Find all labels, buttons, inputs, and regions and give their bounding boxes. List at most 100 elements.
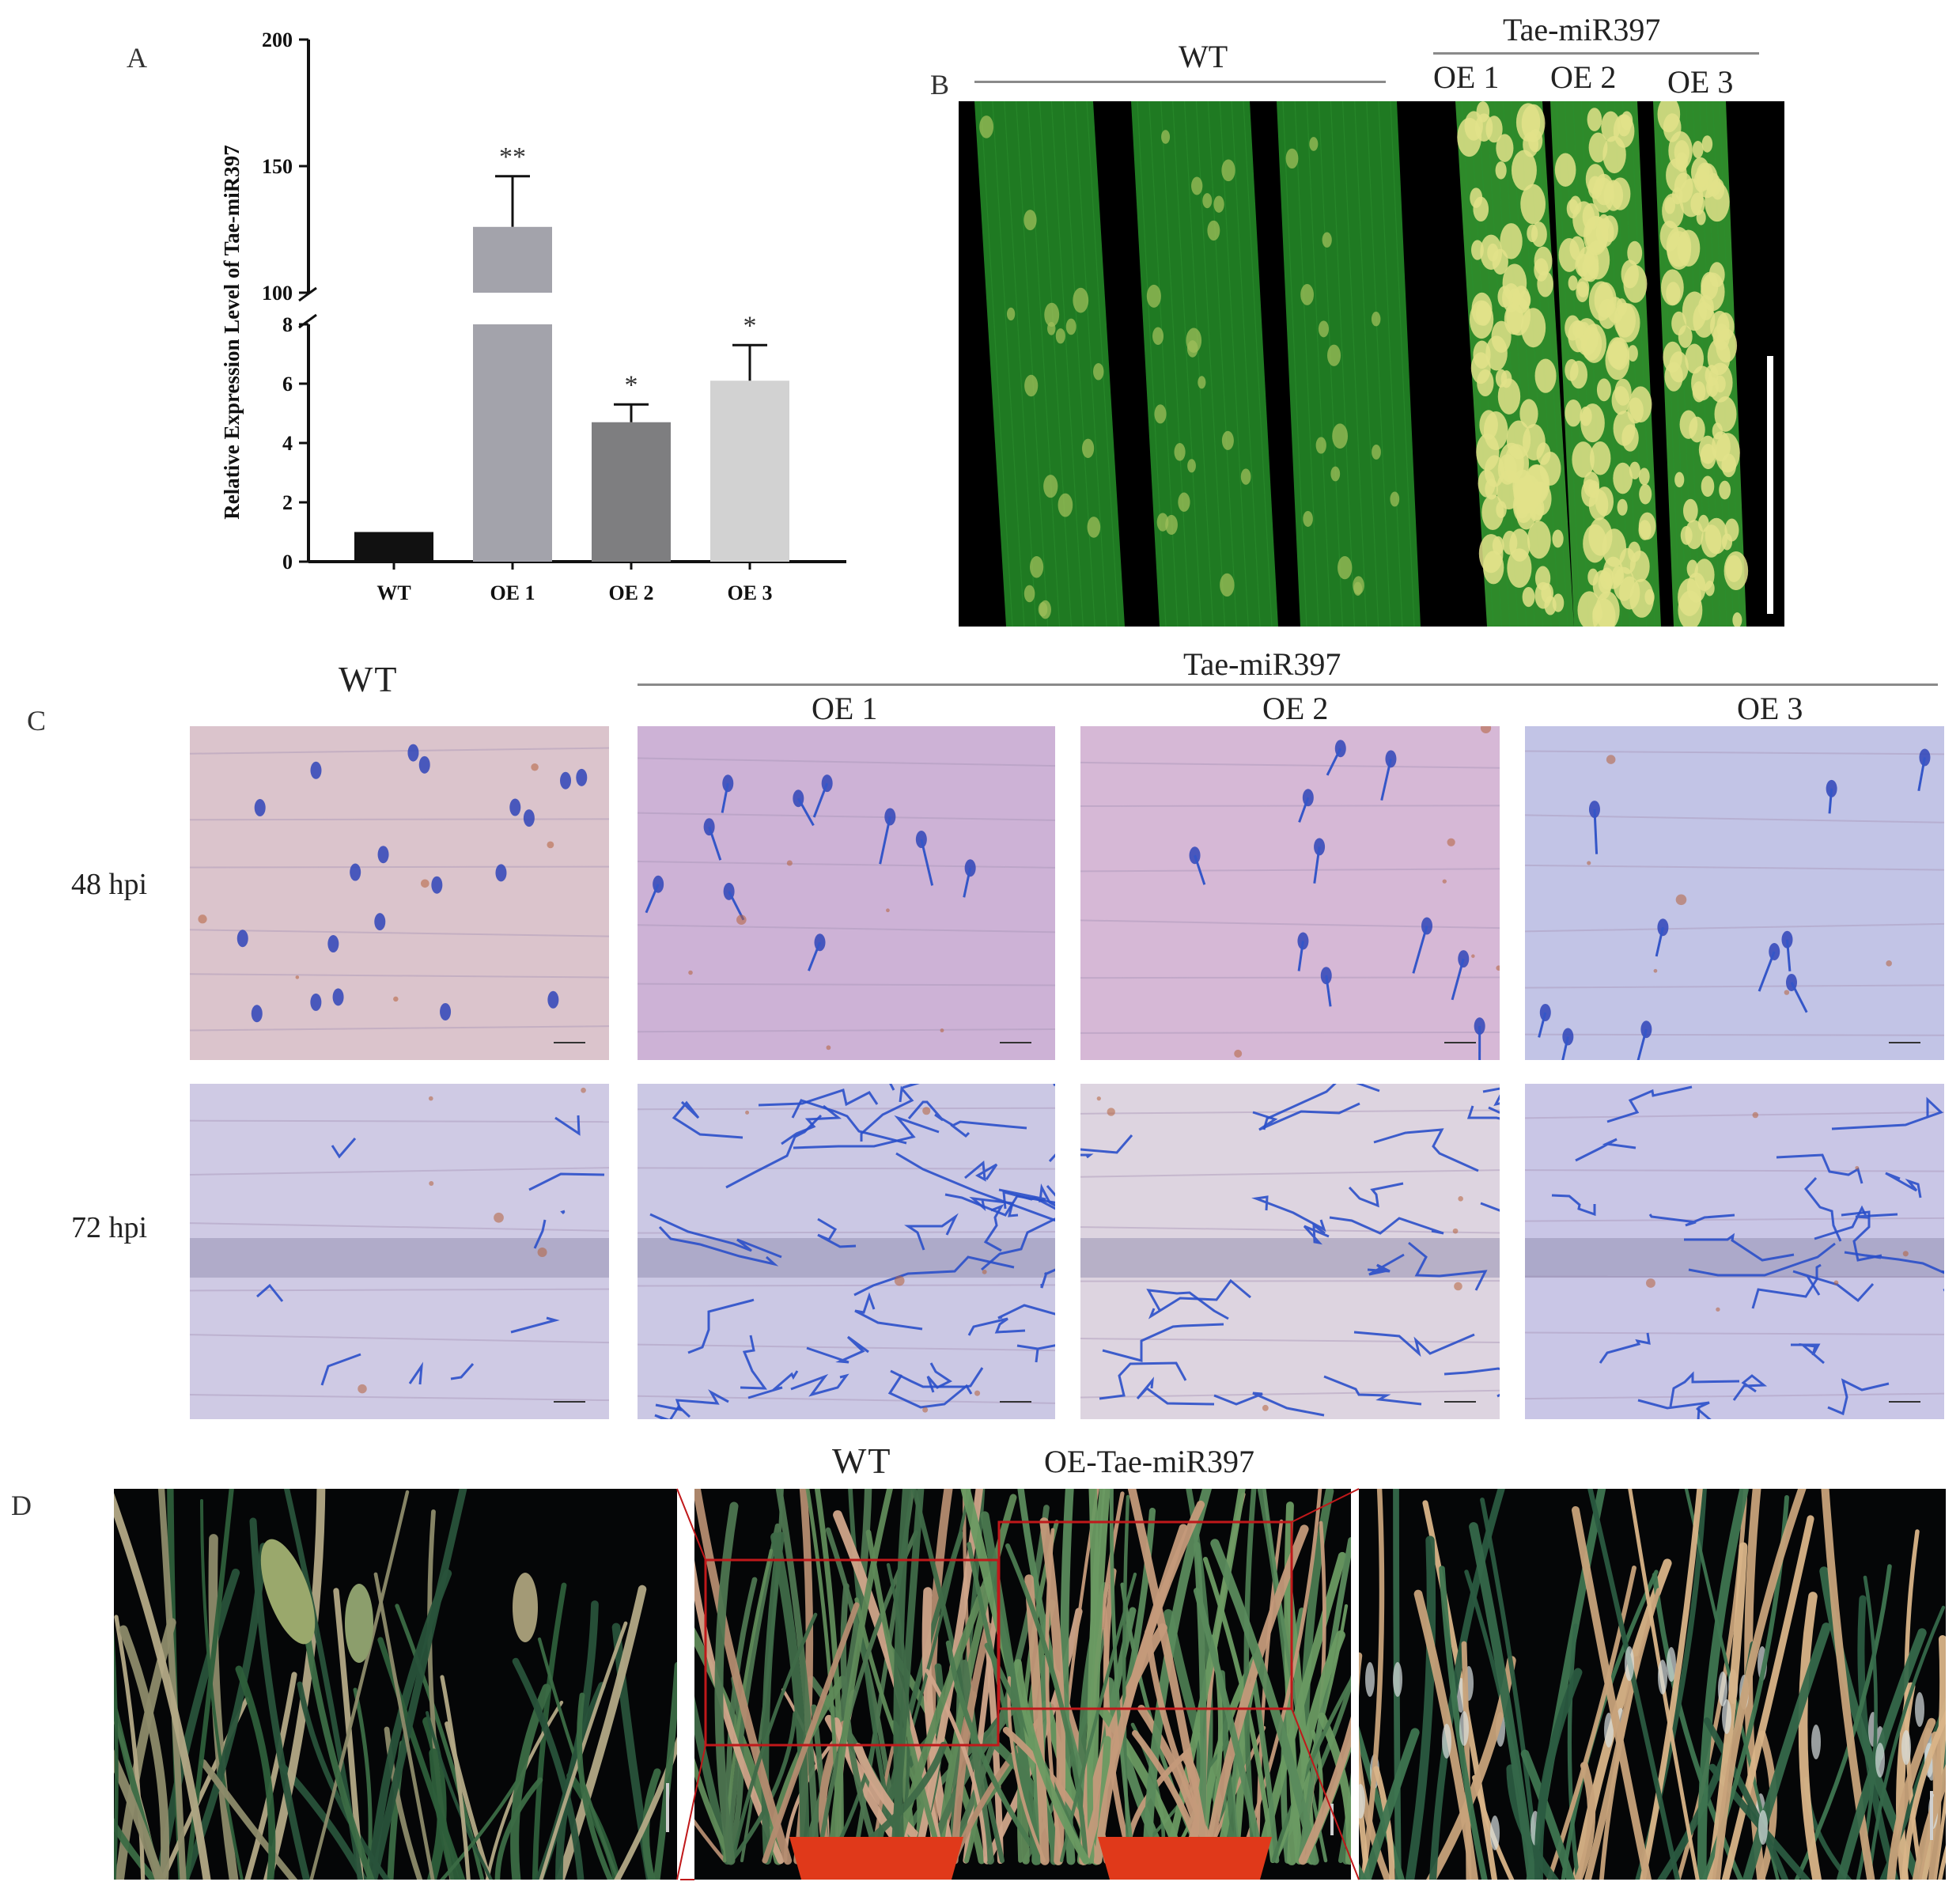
germ-tube bbox=[1194, 854, 1206, 885]
rust-pustule bbox=[1689, 416, 1705, 443]
wheat-leaf bbox=[577, 1692, 614, 1880]
rust-pustule bbox=[1006, 307, 1016, 321]
rust-pustule bbox=[1701, 475, 1715, 498]
brown-deposit bbox=[1447, 838, 1455, 846]
spore bbox=[310, 993, 322, 1011]
cell-wall bbox=[190, 818, 609, 821]
cell-wall bbox=[1080, 1338, 1500, 1343]
leaf-vein bbox=[1183, 101, 1214, 627]
leaf-vein bbox=[1074, 101, 1107, 627]
hypha bbox=[1575, 1138, 1636, 1162]
wheat-leaf bbox=[244, 1672, 297, 1880]
cell-wall bbox=[638, 1028, 1055, 1033]
wheat-leaf bbox=[263, 1489, 326, 1880]
rust-pustule bbox=[1485, 115, 1503, 143]
rust-pustule bbox=[1674, 471, 1685, 488]
wheat-leaf bbox=[1567, 1623, 1580, 1880]
germ-tube bbox=[721, 782, 729, 813]
rust-pustule bbox=[1476, 101, 1490, 123]
rust-pustule bbox=[1587, 108, 1602, 131]
rust-pustule bbox=[1520, 184, 1546, 225]
panel-letter-a: A bbox=[127, 42, 147, 74]
cell-wall bbox=[190, 929, 609, 937]
brown-deposit bbox=[736, 914, 747, 926]
brown-deposit bbox=[1784, 990, 1790, 995]
rust-pustule bbox=[1161, 130, 1171, 144]
hypha bbox=[1827, 1378, 1890, 1416]
brown-deposit bbox=[745, 1110, 750, 1115]
cell-wall bbox=[638, 1343, 1055, 1352]
spore bbox=[418, 755, 430, 774]
wheat-leaf bbox=[1362, 1728, 1420, 1880]
cell-wall bbox=[1525, 1111, 1944, 1119]
cell-wall bbox=[190, 1222, 609, 1232]
rust-pustule bbox=[1058, 493, 1073, 517]
brown-deposit bbox=[1496, 965, 1500, 971]
spore bbox=[440, 1002, 452, 1020]
rust-pustule bbox=[1491, 320, 1512, 353]
wheat-leaf bbox=[1428, 1489, 1505, 1880]
hypha bbox=[740, 1335, 768, 1390]
rust-pustule bbox=[1470, 352, 1491, 384]
wheat-leaf bbox=[114, 1493, 211, 1880]
cell-wall bbox=[1525, 1217, 1944, 1222]
rust-pustule bbox=[1315, 437, 1326, 454]
brown-deposit bbox=[922, 1107, 931, 1115]
spore bbox=[495, 864, 507, 882]
bar bbox=[473, 324, 552, 562]
d-label-wt: WT bbox=[832, 1441, 892, 1481]
rust-pustule bbox=[1187, 459, 1196, 473]
rust-pustule bbox=[1701, 135, 1713, 153]
hypha bbox=[1367, 1253, 1405, 1276]
wheat-leaf bbox=[1045, 1528, 1064, 1863]
powdery-mildew bbox=[1875, 1743, 1885, 1778]
rust-pustule bbox=[1371, 312, 1381, 327]
rust-pustule bbox=[1595, 487, 1614, 517]
rust-pustule bbox=[1338, 555, 1353, 580]
cell-wall bbox=[638, 924, 1055, 933]
leaf-vein bbox=[1004, 101, 1037, 627]
hypha bbox=[950, 1120, 1027, 1138]
rust-pustule bbox=[1719, 480, 1731, 500]
brown-deposit bbox=[1471, 954, 1475, 958]
rust-pustule bbox=[1638, 512, 1656, 540]
hypha bbox=[1637, 1399, 1710, 1419]
hypha bbox=[1844, 1251, 1944, 1274]
hypha bbox=[1648, 1214, 1735, 1227]
hypha bbox=[1551, 1194, 1596, 1217]
hypha bbox=[1146, 1289, 1229, 1320]
rust-pustule bbox=[1716, 328, 1738, 363]
cell-wall bbox=[1080, 1169, 1500, 1178]
rust-pustule bbox=[1043, 475, 1058, 498]
rust-pustule bbox=[1572, 441, 1595, 478]
rust-pustule bbox=[1300, 284, 1314, 305]
cell-wall bbox=[190, 1288, 609, 1292]
rust-pustule bbox=[1594, 282, 1617, 318]
hypha bbox=[1040, 1268, 1055, 1289]
y-tick-label: 100 bbox=[262, 282, 293, 305]
hypha bbox=[658, 1225, 779, 1267]
hypha bbox=[806, 1335, 869, 1364]
rust-pustule bbox=[1520, 308, 1546, 348]
hypha bbox=[1599, 1332, 1651, 1364]
wheat-leaf bbox=[439, 1775, 522, 1880]
leaf-vein bbox=[1243, 101, 1273, 627]
rust-pustule bbox=[1576, 277, 1590, 297]
wheat-leaf bbox=[235, 1665, 276, 1880]
germ-tube bbox=[1828, 788, 1833, 814]
rust-pustule bbox=[1024, 374, 1039, 397]
rust-pustule bbox=[1580, 406, 1592, 426]
brown-deposit bbox=[1458, 1196, 1463, 1202]
germ-tube bbox=[1326, 748, 1342, 776]
germ-tube bbox=[1593, 809, 1599, 854]
rust-pustule bbox=[1174, 443, 1186, 461]
rust-pustule bbox=[1285, 148, 1299, 169]
rust-pustule bbox=[1332, 423, 1349, 449]
hypha bbox=[981, 1217, 1055, 1271]
rust-pustule bbox=[1481, 494, 1504, 531]
rust-pustule bbox=[1701, 524, 1722, 558]
rust-pustule bbox=[1240, 468, 1251, 485]
c-header-wt: WT bbox=[339, 659, 399, 699]
expression-bar-chart: Relative Expression Level of Tae-miR397 … bbox=[220, 32, 846, 604]
hypha bbox=[1480, 1202, 1500, 1212]
